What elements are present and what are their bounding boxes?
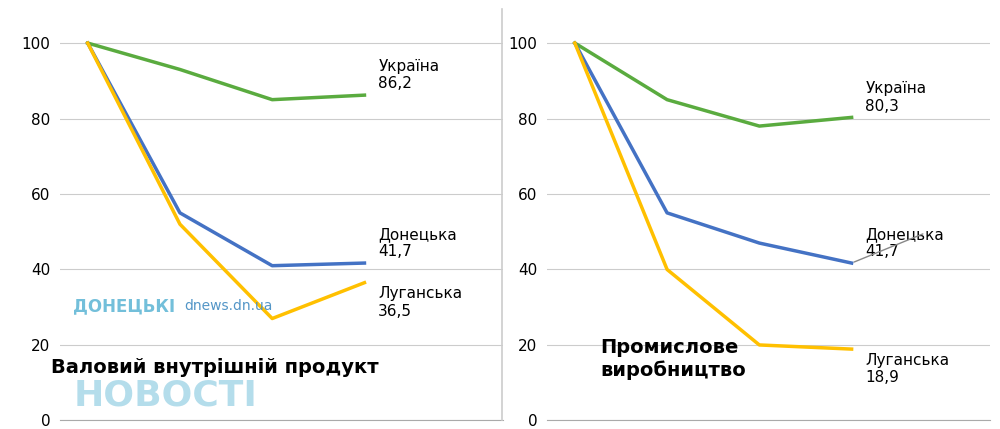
Text: Україна
86,2: Україна 86,2: [378, 59, 439, 91]
Text: Луганська
18,9: Луганська 18,9: [865, 353, 950, 385]
Text: Луганська
36,5: Луганська 36,5: [378, 287, 462, 319]
Text: Україна
80,3: Україна 80,3: [865, 81, 927, 114]
Text: ДОНЕЦЬКІ: ДОНЕЦЬКІ: [73, 297, 175, 315]
Text: Донецька
41,7: Донецька 41,7: [378, 227, 457, 259]
Text: Промислове
виробництво: Промислове виробництво: [600, 338, 746, 380]
Text: Донецька
41,7: Донецька 41,7: [865, 227, 944, 259]
Text: dnews.dn.ua: dnews.dn.ua: [184, 299, 272, 313]
Text: Валовий внутрішній продукт: Валовий внутрішній продукт: [51, 358, 379, 377]
Text: НОВОСТІ: НОВОСТІ: [73, 379, 257, 413]
